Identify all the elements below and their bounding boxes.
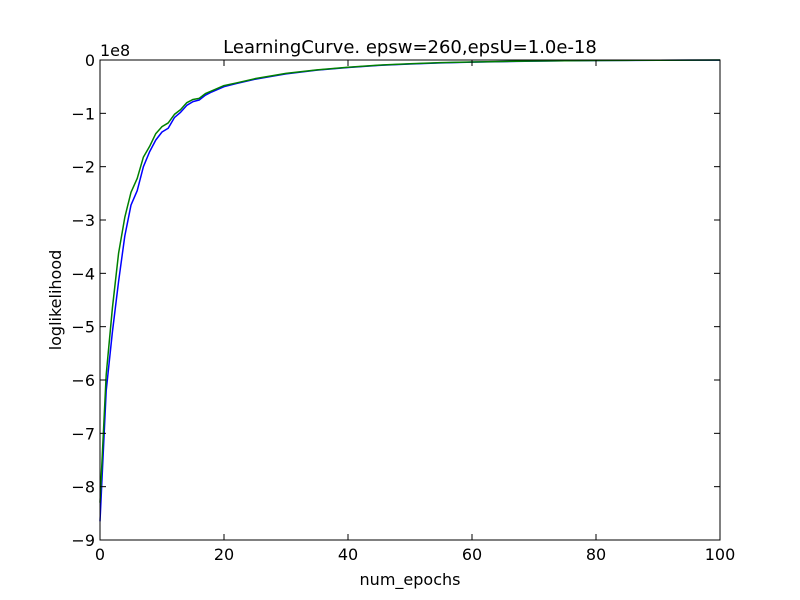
x-tick-label-1: 20: [214, 545, 234, 564]
x-tick-label-5: 100: [705, 545, 736, 564]
y-tick-label-5: −5: [71, 318, 95, 337]
y-axis-offset-label: 1e8: [100, 41, 130, 60]
y-tick-label-3: −3: [71, 211, 95, 230]
y-tick-label-2: −2: [71, 158, 95, 177]
series-layer: [99, 59, 721, 522]
y-tick-label-1: −1: [71, 104, 95, 123]
y-tick-label-8: −8: [71, 478, 95, 497]
x-tick-label-0: 0: [95, 545, 105, 564]
y-tick-label-6: −6: [71, 371, 95, 390]
chart-title: LearningCurve. epsw=260,epsU=1.0e-18: [223, 37, 597, 58]
x-tick-label-4: 80: [586, 545, 606, 564]
y-tick-label-9: −9: [71, 531, 95, 550]
y-tick-label-0: 0: [85, 51, 95, 70]
y-axis: 0 −1 −2 −3 −4 −5 −6 −7 −8 −9: [71, 51, 720, 550]
x-axis-label: num_epochs: [360, 570, 461, 590]
y-axis-label: loglikelihood: [46, 250, 65, 351]
y-tick-label-4: −4: [71, 264, 95, 283]
x-tick-label-3: 60: [462, 545, 482, 564]
series-line-2: [99, 59, 721, 503]
y-tick-label-7: −7: [71, 424, 95, 443]
x-tick-label-2: 40: [338, 545, 358, 564]
plot-area-frame: [99, 59, 721, 541]
x-axis: 0 20 40 60 80 100: [95, 60, 735, 564]
